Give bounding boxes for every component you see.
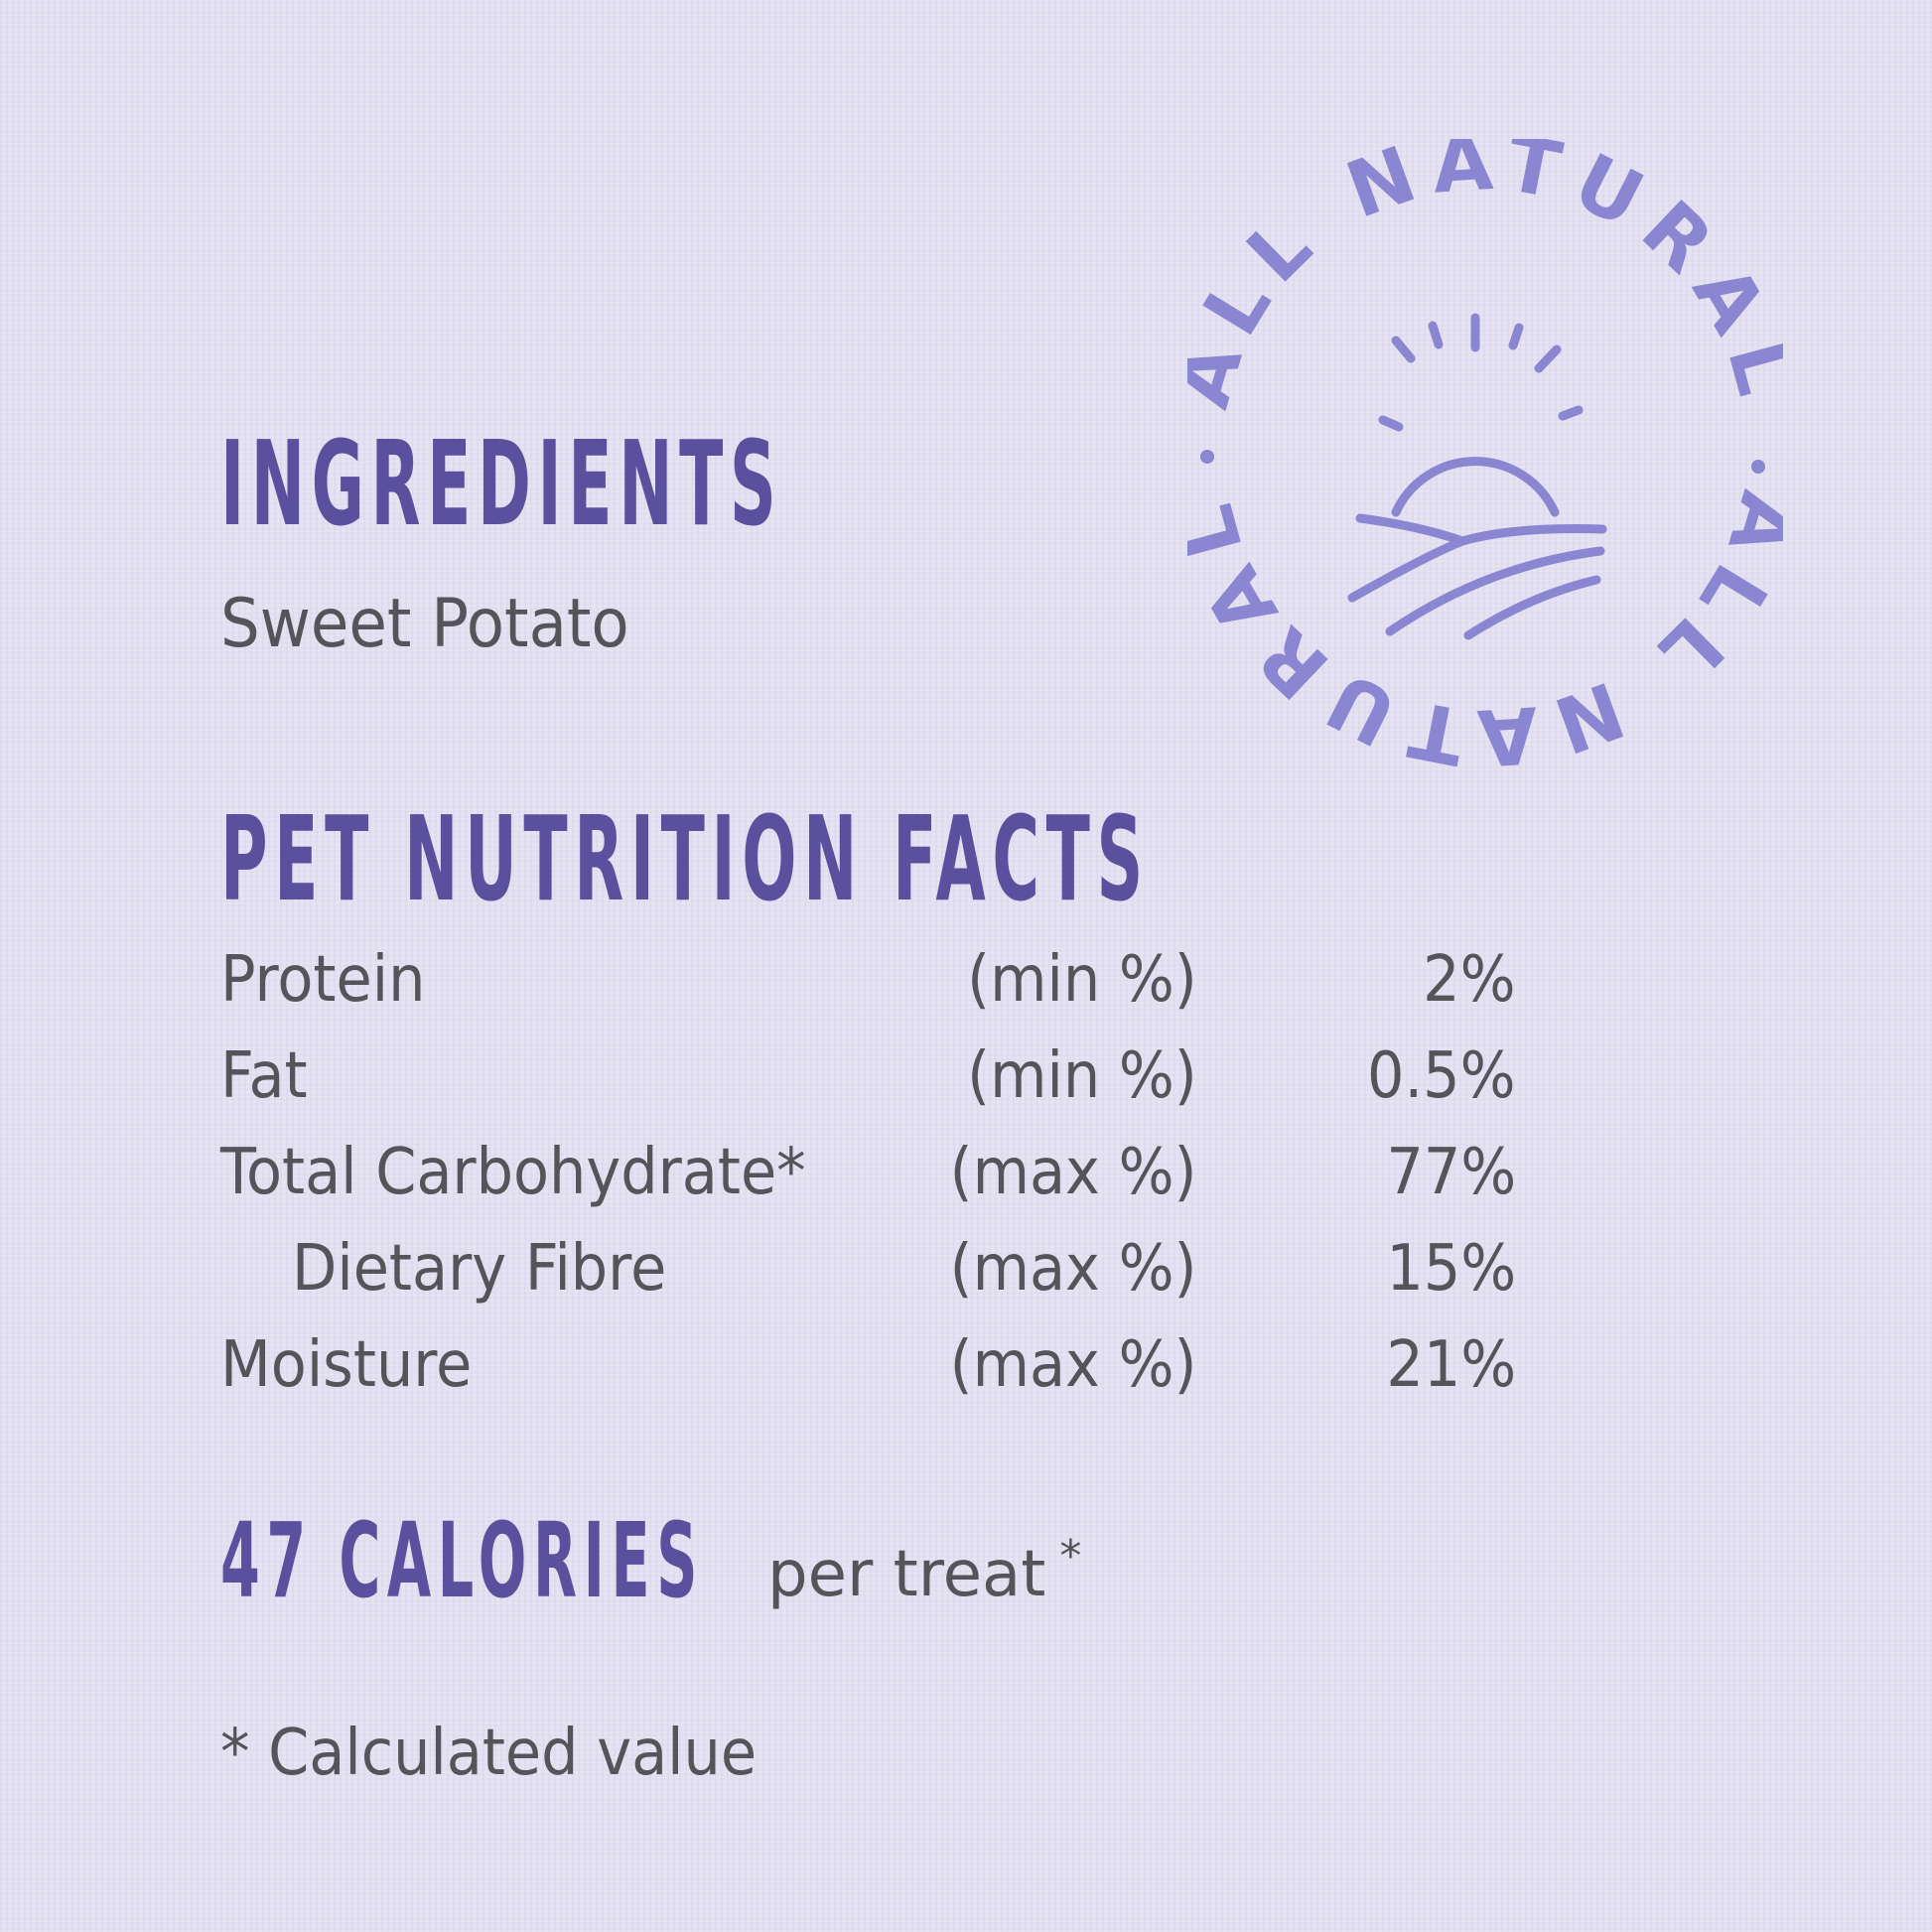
nutrient-value: 0.5% <box>1367 1039 1516 1113</box>
nutrient-unit: (min %) <box>967 943 1197 1017</box>
table-row: Moisture (max %) 21% <box>0 1333 1932 1413</box>
table-row: Protein (min %) 2% <box>0 948 1932 1028</box>
nutrient-value: 77% <box>1386 1136 1516 1209</box>
stamp-dot-left <box>1200 450 1214 464</box>
calories-suffix-group: per treat * <box>767 1535 1081 1611</box>
ingredients-heading: INGREDIENTS <box>220 415 783 552</box>
stamp-dot-right <box>1751 460 1765 474</box>
table-row: Total Carbohydrate* (max %) 77% <box>0 1141 1932 1220</box>
nutrition-heading: PET NUTRITION FACTS <box>220 790 1150 927</box>
calories-heading: 47 CALORIES <box>220 1500 704 1621</box>
nutrient-unit: (max %) <box>950 1136 1197 1209</box>
table-row: Dietary Fibre (max %) 15% <box>0 1237 1932 1316</box>
nutrient-name: Moisture <box>220 1328 473 1402</box>
table-row: Fat (min %) 0.5% <box>0 1044 1932 1124</box>
nutrient-unit: (max %) <box>950 1232 1197 1306</box>
ingredients-text: Sweet Potato <box>220 585 629 663</box>
nutrient-unit: (max %) <box>950 1328 1197 1402</box>
nutrient-name: Total Carbohydrate* <box>220 1136 806 1209</box>
calories-suffix: per treat <box>767 1538 1046 1611</box>
nutrient-value: 15% <box>1386 1232 1516 1306</box>
nutrient-name: Dietary Fibre <box>292 1232 667 1306</box>
nutrient-name: Protein <box>220 943 426 1017</box>
sunrise-field-icon <box>1347 313 1607 640</box>
nutrient-value: 21% <box>1386 1328 1516 1402</box>
calories-asterisk: * <box>1059 1531 1082 1582</box>
nutrient-value: 2% <box>1423 943 1516 1017</box>
nutrient-name: Fat <box>220 1039 308 1113</box>
nutrient-unit: (min %) <box>967 1039 1197 1113</box>
footnote: * Calculated value <box>220 1717 758 1790</box>
